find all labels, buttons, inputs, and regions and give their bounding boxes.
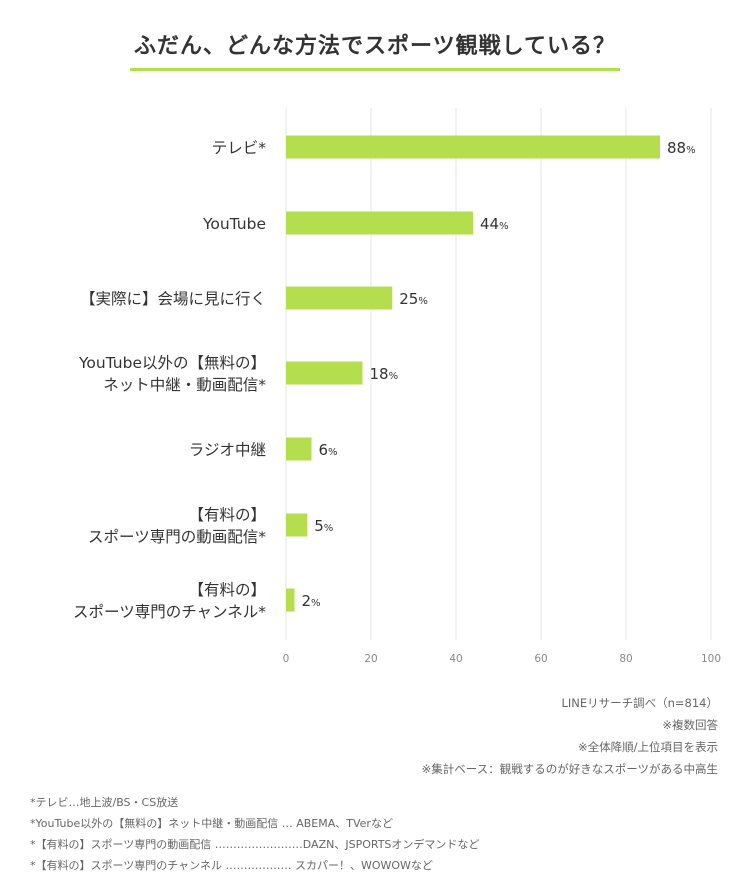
category-label: 【有料の】: [188, 506, 266, 524]
note-base: ※集計ベース：観戦するのが好きなスポーツがある中高生: [421, 762, 718, 776]
value-number: 18: [370, 365, 389, 383]
bar-chart: テレビ* YouTube 【実際に】会場に見に行く YouTube以外の【無料の】ネッ…: [73, 108, 721, 665]
value-label: 6%: [319, 441, 338, 459]
bar: [286, 437, 312, 461]
category-label: ラジオ中継: [189, 441, 266, 459]
value-unit: %: [686, 145, 696, 156]
category-label: スポーツ専門の動画配信*: [88, 528, 266, 546]
category-label: 【有料の】: [188, 581, 266, 599]
value-number: 44: [480, 215, 499, 233]
note-sort-order: ※全体降順/上位項目を表示: [577, 740, 718, 754]
bar: [286, 135, 660, 159]
x-tick-label: 20: [364, 653, 377, 665]
note-source: LINEリサーチ調べ（n=814）: [561, 696, 718, 710]
value-unit: %: [324, 523, 334, 534]
value-label: 25%: [399, 290, 428, 308]
bar: [286, 211, 473, 235]
x-tick-label: 0: [283, 653, 290, 665]
value-label: 18%: [370, 365, 399, 383]
category-label: ネット中継・動画配信*: [103, 376, 266, 394]
bar: [286, 361, 363, 385]
survey-notes: LINEリサーチ調べ（n=814） ※複数回答 ※全体降順/上位項目を表示 ※集…: [422, 692, 718, 780]
bar: [286, 286, 393, 310]
footnotes: *テレビ…地上波/BS・CS放送 *YouTube以外の【無料の】ネット中継・動…: [30, 792, 479, 876]
footnote-free-streaming: *YouTube以外の【無料の】ネット中継・動画配信 … ABEMA、TVerな…: [30, 817, 393, 830]
note-multiple-answer: ※複数回答: [662, 718, 718, 732]
x-axis-ticks: 0 20 40 60 80 100: [283, 653, 721, 665]
value-label: 2%: [302, 592, 321, 610]
value-unit: %: [499, 221, 509, 232]
footnote-paid-streaming: *【有料の】スポーツ専門の動画配信 ……………………DAZN、JSPORTSオン…: [30, 838, 480, 851]
value-number: 6: [319, 441, 329, 459]
x-tick-label: 80: [619, 653, 632, 665]
value-number: 5: [314, 517, 324, 535]
category-label: YouTube: [202, 215, 266, 233]
value-unit: %: [389, 371, 399, 382]
category-labels: テレビ* YouTube 【実際に】会場に見に行く YouTube以外の【無料の】ネッ…: [73, 139, 266, 621]
value-label: 5%: [314, 517, 333, 535]
value-unit: %: [418, 296, 428, 307]
value-label: 44%: [480, 215, 509, 233]
category-label: スポーツ専門のチャンネル*: [73, 603, 266, 621]
value-number: 2: [302, 592, 312, 610]
x-tick-label: 40: [449, 653, 462, 665]
title-underline: [130, 68, 620, 71]
footnote-tv: *テレビ…地上波/BS・CS放送: [30, 796, 179, 809]
bar: [286, 513, 308, 537]
bar: [286, 588, 295, 612]
bars: [286, 135, 660, 612]
category-label: テレビ*: [212, 139, 267, 157]
category-label: YouTube以外の【無料の】: [78, 354, 266, 372]
value-unit: %: [328, 447, 338, 458]
value-number: 25: [399, 290, 418, 308]
footnote-paid-channel: *【有料の】スポーツ専門のチャンネル ……………… スカパー！、WOWOWなど: [30, 859, 433, 872]
value-unit: %: [311, 598, 321, 609]
value-label: 88%: [667, 139, 696, 157]
category-label: 【実際に】会場に見に行く: [80, 290, 266, 308]
x-tick-label: 60: [534, 653, 547, 665]
value-number: 88: [667, 139, 686, 157]
x-tick-label: 100: [701, 653, 721, 665]
chart-title: ふだん、どんな方法でスポーツ観戦している？: [134, 34, 616, 59]
value-labels: 88%44%25%18%6%5%2%: [302, 139, 696, 610]
